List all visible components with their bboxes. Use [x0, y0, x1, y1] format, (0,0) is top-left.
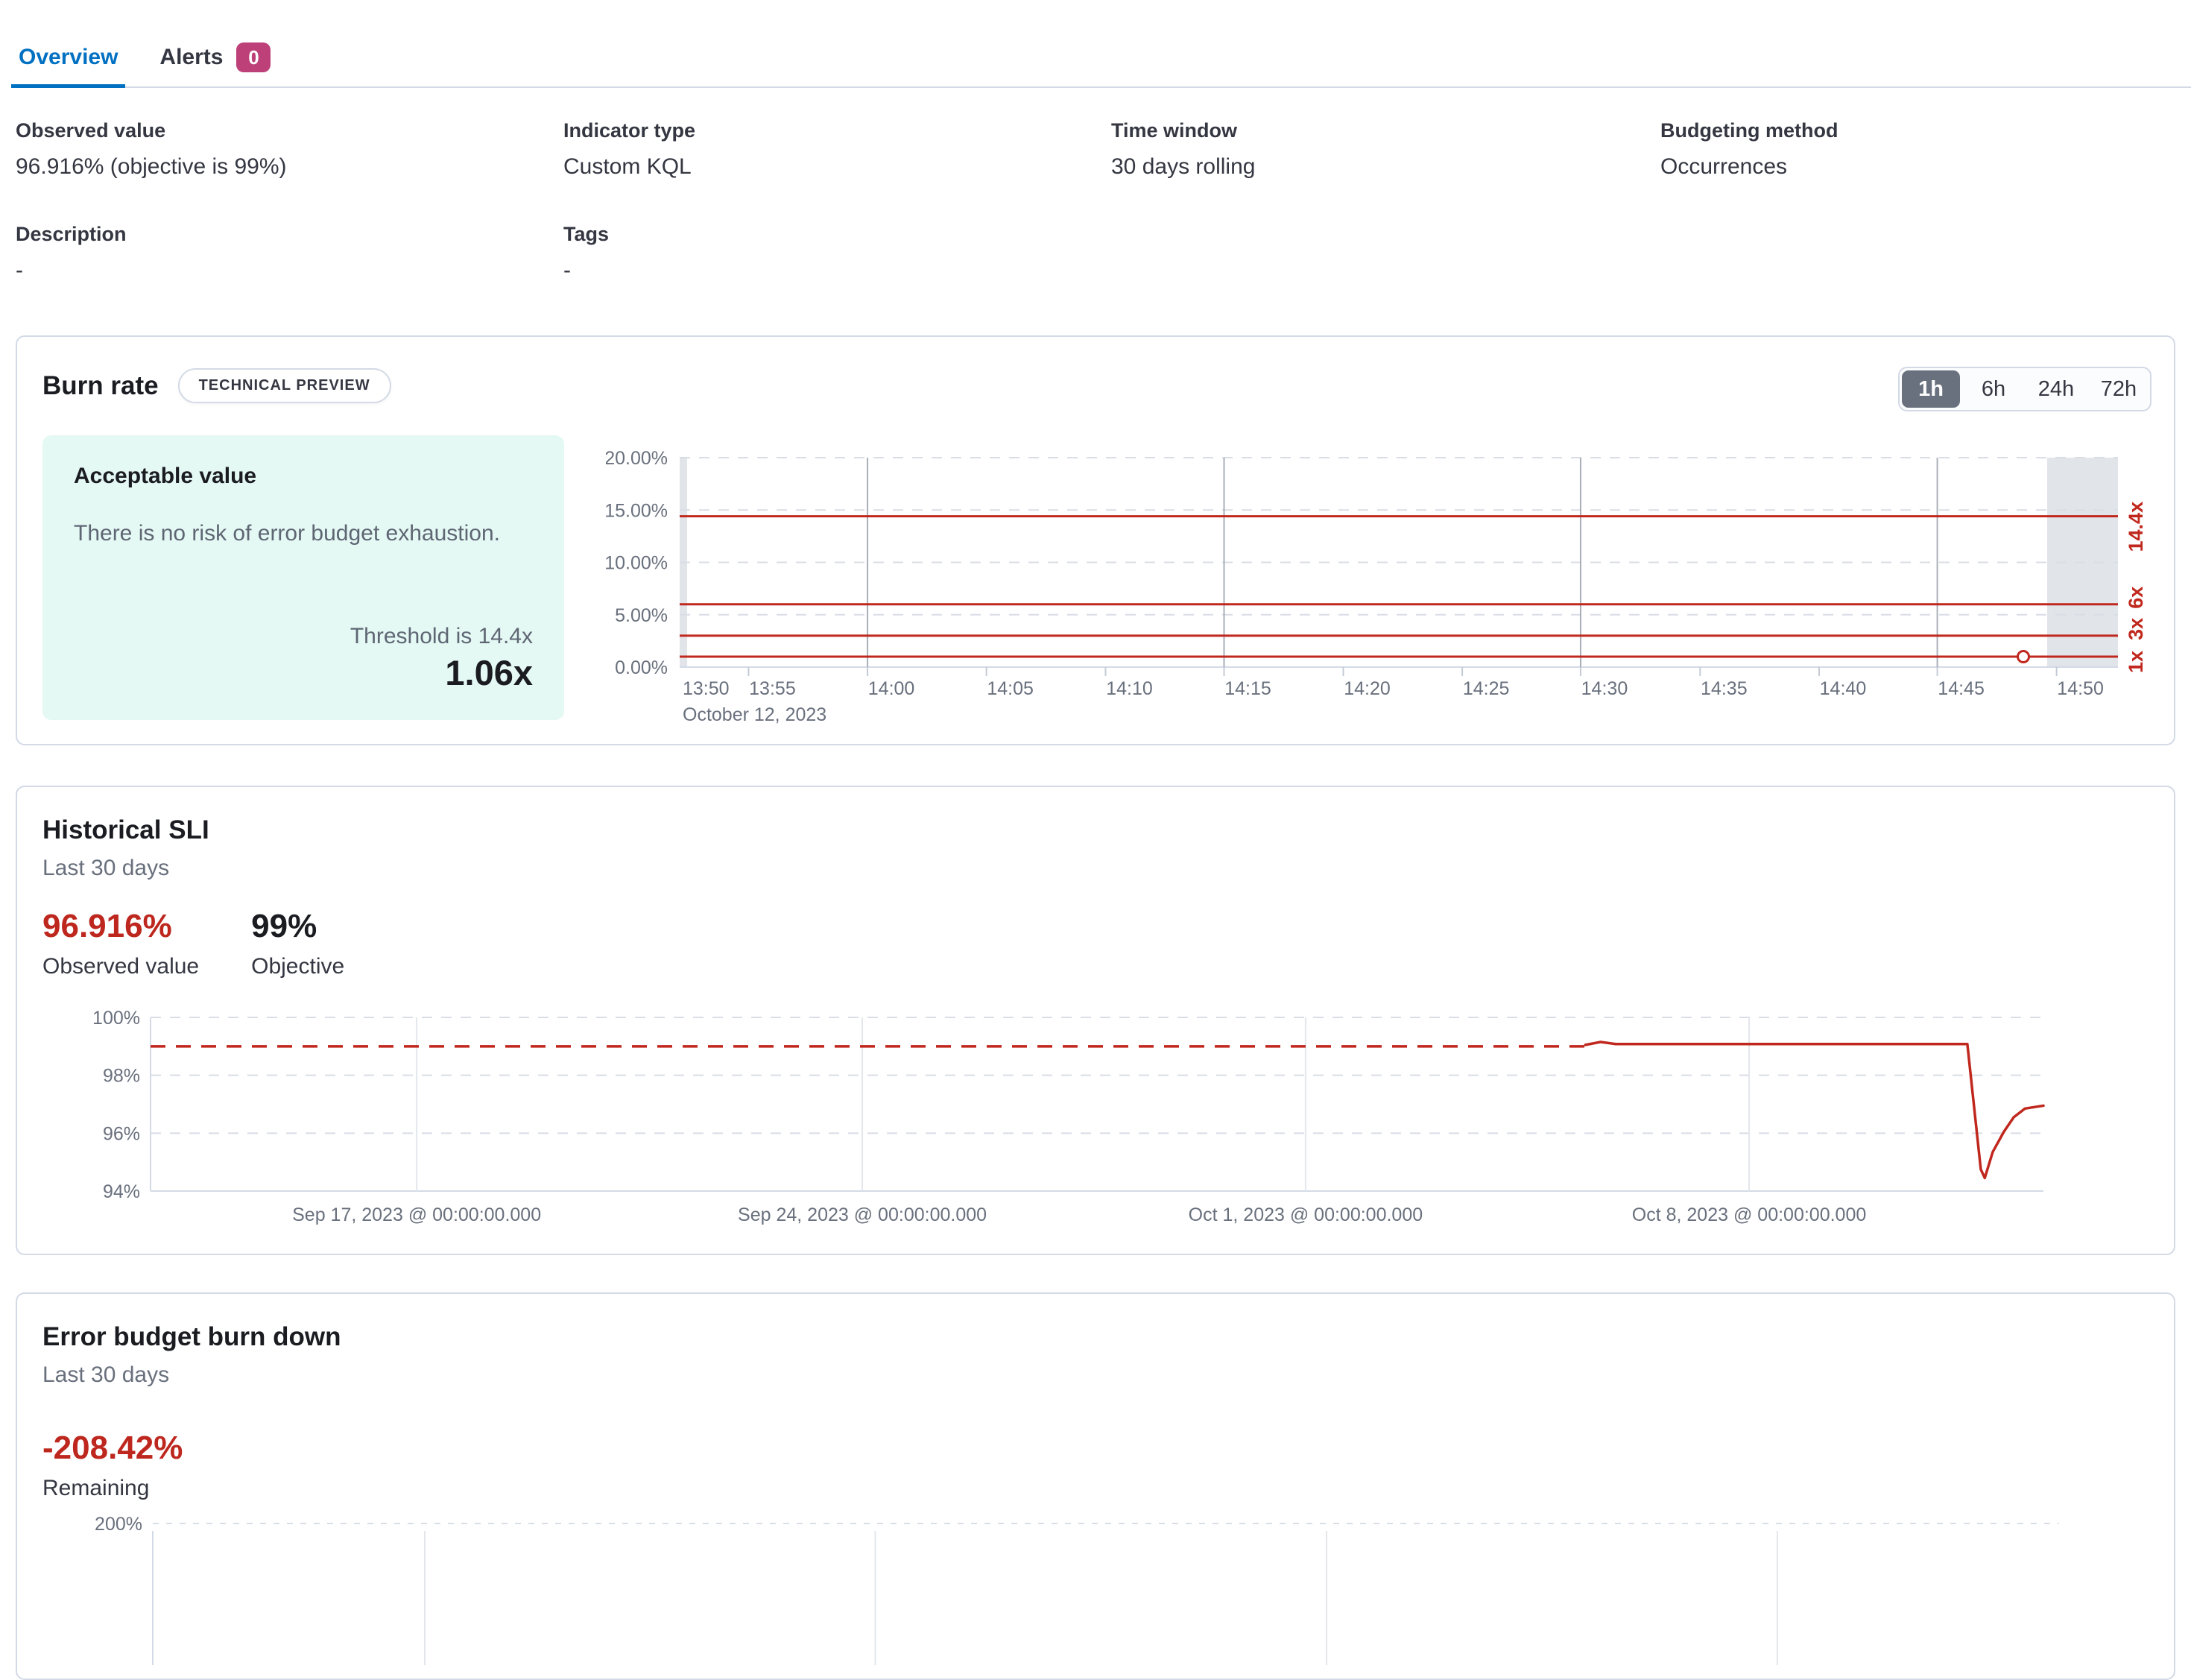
y-axis-label: 0.00% [615, 657, 668, 678]
y-axis-label: 20.00% [606, 448, 668, 469]
time-window-button-6h[interactable]: 6h [1962, 368, 2025, 410]
error-budget-title: Error budget burn down [42, 1322, 341, 1351]
threshold-label-6x: 6x [2125, 587, 2147, 609]
burn-rate-header: Burn rate TECHNICAL PREVIEW [42, 368, 391, 403]
time-window-button-24h[interactable]: 24h [2025, 368, 2087, 410]
time-window-button-72h[interactable]: 72h [2087, 368, 2150, 410]
threshold-label-1x: 1x [2125, 651, 2147, 673]
remaining-number: -208.42% [42, 1430, 183, 1466]
burn-rate-chart[interactable]: 0.00% 5.00% 10.00% 15.00% 20.00% 13:50 13:55 14… [606, 426, 2156, 742]
error-budget-subtitle: Last 30 days [42, 1362, 170, 1387]
error-budget-stats: -208.42% Remaining [42, 1430, 183, 1501]
acceptable-value-title: Acceptable value [74, 464, 257, 488]
field-value: 30 days rolling [1111, 154, 1256, 179]
time-window-button-group: 1h 6h 24h 72h [1898, 367, 2152, 411]
remaining-label: Remaining [42, 1476, 150, 1500]
x-axis-label: 14:10 [1106, 678, 1153, 699]
observed-value-stat: 96.916% Observed value [42, 908, 199, 979]
historical-sli-chart[interactable]: 94% 96% 98% 100% Sep 17, 2023 @ 00:00:00.000… [77, 1000, 2134, 1246]
field-value: Occurrences [1660, 154, 1788, 179]
sli-series-line [1584, 1040, 2045, 1180]
objective-label: Objective [251, 954, 345, 979]
x-axis-label: 14:50 [2057, 678, 2104, 699]
error-budget-chart[interactable]: 200% [77, 1509, 2134, 1665]
field-observed-value: Observed value 96.916% (objective is 99%) [16, 119, 563, 180]
field-label: Time window [1111, 119, 1238, 142]
tab-overview[interactable]: Overview [10, 28, 126, 88]
error-budget-panel: Error budget burn down Last 30 days -208… [16, 1292, 2175, 1680]
y-axis-label: 10.00% [606, 553, 668, 574]
field-tags: Tags - [563, 223, 1111, 283]
historical-sli-stats: 96.916% Observed value 99% Objective [42, 908, 344, 979]
tab-bar: Overview Alerts 0 [10, 28, 2191, 88]
tab-overview-label: Overview [19, 45, 118, 69]
tab-alerts-label: Alerts [159, 45, 224, 69]
time-window-button-1h[interactable]: 1h [1902, 370, 1960, 408]
y-axis-label: 94% [103, 1181, 140, 1202]
slo-definition-fields: Observed value 96.916% (objective is 99%)… [16, 119, 2175, 283]
slo-detail-page: { "colors":{ "primary_blue":"#0071C2","a… [10, 28, 2191, 1680]
y-axis-label: 5.00% [615, 605, 668, 626]
x-axis-label: Sep 24, 2023 @ 00:00:00.000 [738, 1204, 987, 1225]
burn-rate-panel: Burn rate TECHNICAL PREVIEW 1h 6h 24h 72h A… [16, 335, 2175, 745]
x-axis-label: 14:30 [1581, 678, 1628, 699]
x-axis-label: 14:45 [1938, 678, 1985, 699]
field-label: Observed value [16, 119, 166, 142]
x-axis-label: 13:50 [683, 678, 730, 699]
field-value: Custom KQL [563, 154, 692, 179]
field-label: Tags [563, 223, 610, 245]
field-label: Indicator type [563, 119, 696, 142]
x-axis-label: 14:25 [1463, 678, 1510, 699]
observed-value-number: 96.916% [42, 908, 172, 944]
x-axis-label: 14:15 [1224, 678, 1271, 699]
x-axis-label: 14:40 [1820, 678, 1867, 699]
field-description: Description - [16, 223, 563, 283]
x-axis-label: 14:35 [1701, 678, 1748, 699]
objective-number: 99% [251, 908, 317, 944]
x-axis-label: Oct 1, 2023 @ 00:00:00.000 [1189, 1204, 1423, 1225]
acceptable-value-message: There is no risk of error budget exhaust… [74, 521, 500, 546]
technical-preview-badge: TECHNICAL PREVIEW [177, 368, 391, 403]
historical-sli-panel: Historical SLI Last 30 days 96.916% Obse… [16, 786, 2175, 1255]
historical-sli-header: Historical SLI Last 30 days [42, 815, 209, 881]
burn-rate-point-marker[interactable] [2017, 649, 2031, 663]
x-axis-label: Sep 17, 2023 @ 00:00:00.000 [292, 1204, 541, 1225]
field-indicator-type: Indicator type Custom KQL [563, 119, 1111, 180]
x-axis-date-label: October 12, 2023 [683, 704, 826, 725]
threshold-label: Threshold is 14.4x [350, 624, 533, 648]
y-axis-label: 96% [103, 1123, 140, 1144]
field-value: 96.916% (objective is 99%) [16, 154, 287, 179]
objective-stat: 99% Objective [251, 908, 344, 979]
field-value: - [16, 258, 23, 282]
error-budget-header: Error budget burn down Last 30 days [42, 1322, 341, 1388]
remaining-stat: -208.42% Remaining [42, 1430, 183, 1501]
field-label: Description [16, 223, 127, 245]
burn-rate-title: Burn rate [42, 370, 159, 400]
field-label: Budgeting method [1660, 119, 1839, 142]
tab-alerts[interactable]: Alerts 0 [156, 28, 274, 86]
y-axis-label: 100% [92, 1008, 140, 1029]
threshold-label-14.4x: 14.4x [2125, 502, 2147, 552]
observed-value-label: Observed value [42, 954, 200, 979]
x-axis-label: 14:05 [987, 678, 1034, 699]
historical-sli-title: Historical SLI [42, 815, 209, 844]
x-axis-label: 13:55 [749, 678, 796, 699]
historical-sli-subtitle: Last 30 days [42, 856, 170, 880]
y-axis-label: 200% [95, 1514, 142, 1535]
acceptable-value-card: Acceptable value There is no risk of err… [42, 435, 564, 720]
x-axis-label: 14:00 [868, 678, 915, 699]
x-axis-label: Oct 8, 2023 @ 00:00:00.000 [1632, 1204, 1867, 1225]
field-value: - [563, 258, 571, 282]
y-axis-label: 15.00% [606, 500, 668, 521]
threshold-block: Threshold is 14.4x 1.06x [350, 624, 533, 693]
y-axis-label: 98% [103, 1066, 140, 1087]
field-time-window: Time window 30 days rolling [1111, 119, 1660, 180]
threshold-label-3x: 3x [2125, 618, 2147, 640]
current-burn-rate-value: 1.06x [445, 653, 533, 692]
field-budgeting-method: Budgeting method Occurrences [1660, 119, 2175, 180]
x-axis-label: 14:20 [1344, 678, 1391, 699]
alerts-count-badge: 0 [236, 42, 271, 72]
